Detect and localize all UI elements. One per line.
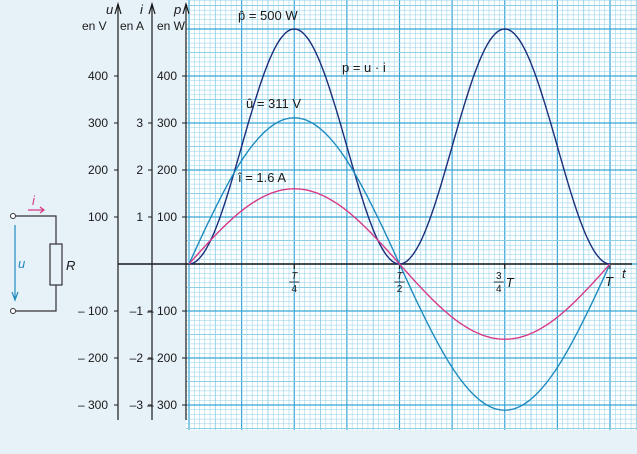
- graph-grid: [186, 0, 637, 430]
- axis-tick-label-i: –2: [130, 351, 144, 365]
- axes: [114, 1, 632, 420]
- annotation-i-peak: î = 1.6 A: [237, 170, 286, 185]
- axis-tick-label-u: 400: [88, 69, 108, 83]
- graph-paper: [186, 0, 637, 430]
- axis-tick-label-i: –1: [130, 304, 144, 318]
- axis-tick-label-i: 3: [136, 116, 143, 130]
- time-axis-label: t: [622, 266, 627, 281]
- x-tick-label: T: [605, 274, 614, 289]
- curves: [188, 28, 611, 411]
- circuit-diagram: Ri u: [10, 193, 75, 314]
- axis-tick-label-i: –3: [130, 398, 144, 412]
- annotation-p-formula: p = u · i: [342, 60, 386, 75]
- axis-symbol-u: u: [106, 2, 113, 17]
- labels: t u – 300 – 200 – 100 100 200 300 400 i –3 –2 –1 1 2 3 p…: [78, 2, 627, 412]
- axis-tick-label-u: – 100: [78, 304, 108, 318]
- axis-tick-label-u: – 200: [78, 351, 108, 365]
- axis-arrow-i: [148, 1, 156, 15]
- annotation-p-peak: p̂ = 500 W: [238, 8, 298, 23]
- x-tick-numerator: T: [291, 271, 298, 282]
- voltage-arrow: [11, 225, 19, 302]
- axis-tick-label-p: – 300: [147, 398, 177, 412]
- circuit-wire-top: [16, 215, 57, 244]
- x-tick-suffix: T: [506, 275, 515, 290]
- axis-tick-label-p: – 100: [147, 304, 177, 318]
- annotation-u-peak: û = 311 V: [246, 96, 301, 111]
- axis-tick-label-p: – 200: [147, 351, 177, 365]
- axis-tick-label-p: 200: [157, 163, 177, 177]
- axis-unit-u: en V: [82, 19, 107, 33]
- voltage-label: u: [18, 256, 25, 271]
- axis-tick-label-p: 400: [157, 69, 177, 83]
- axis-tick-label-u: 300: [88, 116, 108, 130]
- current-arrow: [28, 206, 45, 214]
- series-line-i: [188, 188, 611, 340]
- x-tick-denominator: 4: [496, 284, 502, 295]
- axis-symbol-i: i: [140, 2, 144, 17]
- resistor: [49, 243, 63, 286]
- axis-tick-label-p: 100: [157, 210, 177, 224]
- x-tick-denominator: 4: [291, 284, 297, 295]
- graph-paper-sheet: [186, 0, 637, 430]
- current-label: i: [32, 193, 36, 208]
- resistor-label: R: [66, 258, 75, 273]
- terminal-bottom: [10, 308, 16, 314]
- x-tick-denominator: 2: [397, 284, 403, 295]
- circuit-wire-bottom: [16, 285, 57, 312]
- axis-tick-label-p: 300: [157, 116, 177, 130]
- axis-tick-label-i: 1: [136, 210, 143, 224]
- axis-unit-i: en A: [120, 19, 144, 33]
- axis-unit-p: en W: [157, 19, 186, 33]
- x-tick-numerator: 3: [496, 271, 502, 282]
- axis-tick-label-u: 100: [88, 210, 108, 224]
- axis-tick-label-i: 2: [136, 163, 143, 177]
- x-tick-numerator: T: [396, 271, 403, 282]
- axis-symbol-p: p: [173, 2, 181, 17]
- axis-arrow-u: [114, 1, 122, 15]
- axis-arrow-p: [182, 1, 190, 15]
- axis-tick-label-u: – 300: [78, 398, 108, 412]
- axis-tick-label-u: 200: [88, 163, 108, 177]
- terminal-top: [10, 213, 16, 219]
